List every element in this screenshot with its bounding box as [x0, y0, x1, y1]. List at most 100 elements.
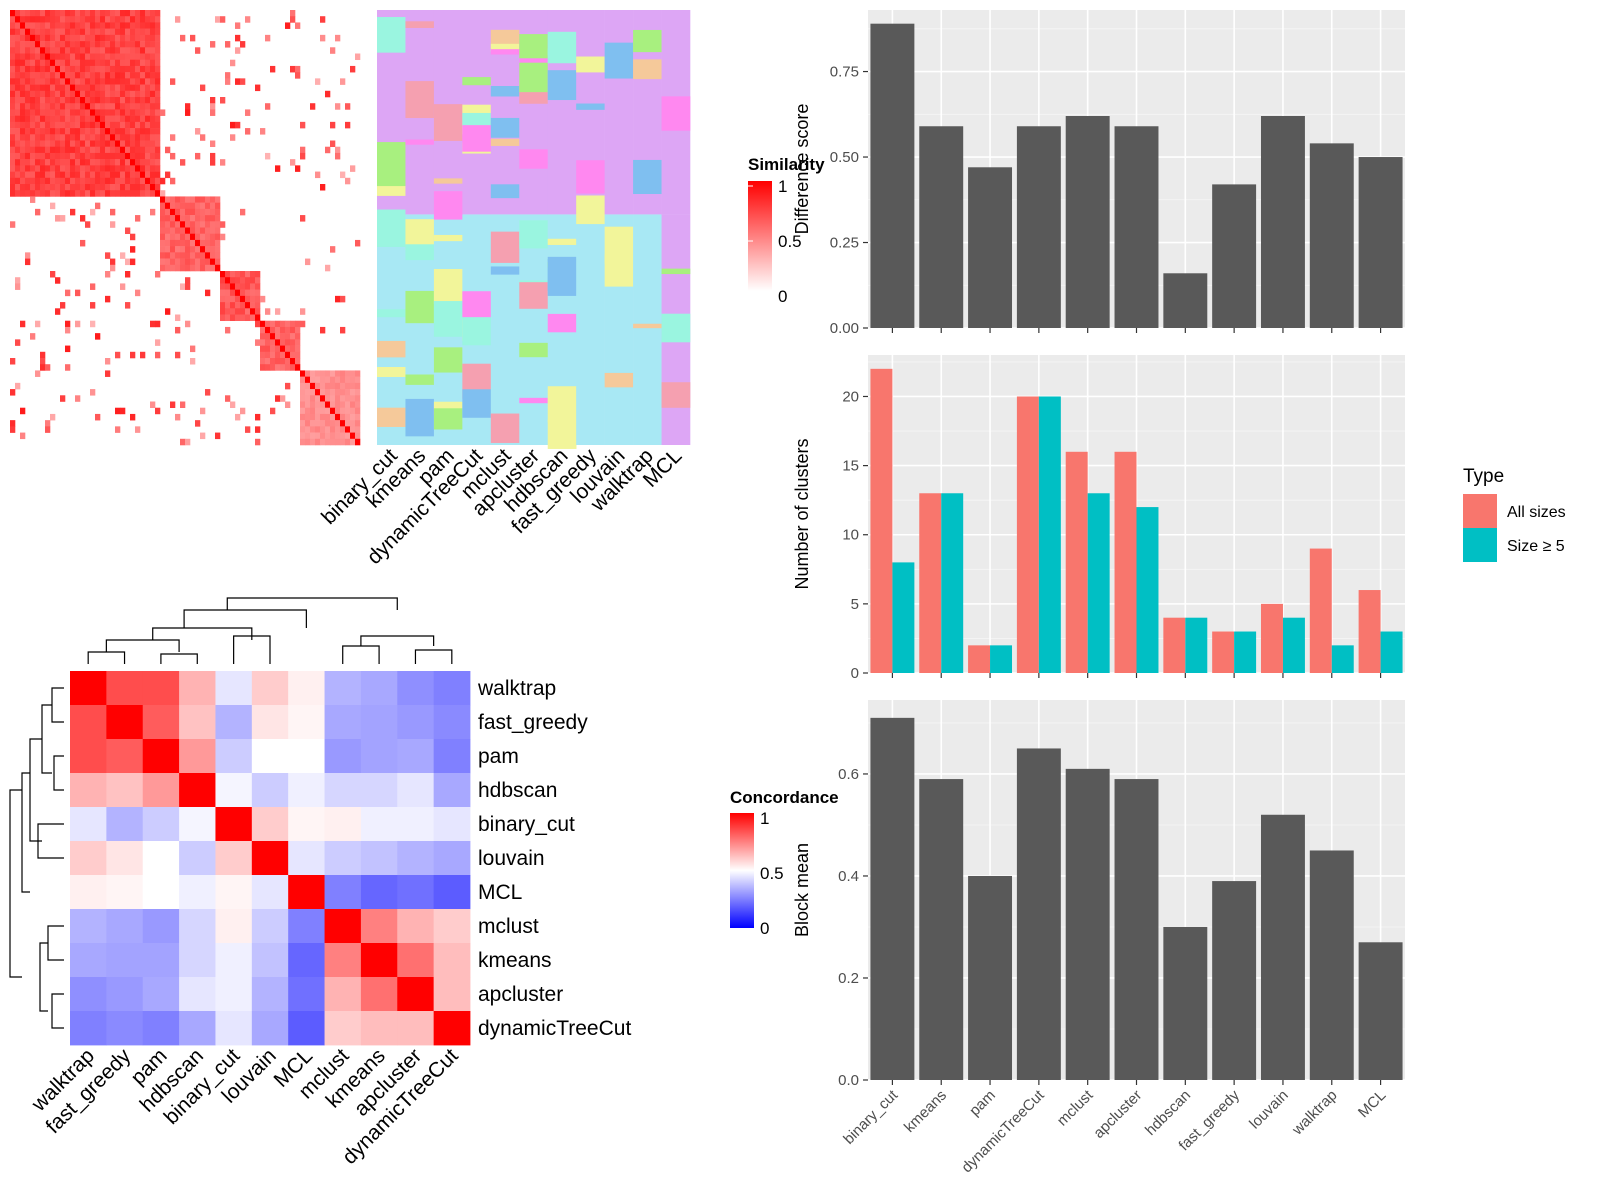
- similarity-cell: [20, 140, 26, 148]
- class-cell: [462, 112, 492, 126]
- similarity-cell: [145, 41, 151, 48]
- similarity-cell: [105, 165, 111, 172]
- similarity-cell: [15, 59, 21, 67]
- similarity-cell: [80, 190, 86, 197]
- similarity-cell: [130, 184, 136, 191]
- similarity-cell: [80, 78, 86, 85]
- similarity-cell: [145, 109, 151, 116]
- similarity-cell: [260, 358, 266, 365]
- similarity-cell: [30, 59, 36, 67]
- similarity-cell: [40, 72, 46, 79]
- similarity-cell: [290, 345, 296, 353]
- similarity-cell: [60, 152, 66, 160]
- y-tick-label: 0.25: [830, 235, 859, 252]
- class-cell: [576, 214, 605, 445]
- similarity-cell: [175, 215, 181, 222]
- similarity-cell: [235, 308, 241, 315]
- similarity-cell: [210, 221, 216, 228]
- similarity-cell: [180, 159, 186, 166]
- similarity-cell: [115, 159, 121, 166]
- similarity-cell: [145, 34, 151, 42]
- similarity-cell: [10, 22, 16, 29]
- similarity-cell: [355, 413, 361, 421]
- similarity-cell: [30, 16, 36, 23]
- similarity-cell: [90, 134, 96, 141]
- similarity-cell: [45, 59, 51, 67]
- concordance-cell: [251, 807, 289, 842]
- similarity-cell: [155, 339, 161, 346]
- concordance-cell: [288, 807, 325, 842]
- similarity-cell: [240, 41, 246, 48]
- similarity-cell: [135, 140, 141, 148]
- similarity-cell: [290, 326, 296, 334]
- similarity-cell: [130, 134, 136, 141]
- similarity-cell: [300, 401, 306, 409]
- similarity-cell: [235, 295, 241, 303]
- similarity-cell: [330, 395, 336, 402]
- similarity-cell: [50, 34, 56, 42]
- class-cell: [661, 313, 691, 343]
- similarity-cell: [70, 152, 76, 160]
- bar: [870, 23, 915, 328]
- similarity-cell: [235, 78, 241, 85]
- similarity-cell: [30, 28, 36, 36]
- similarity-cell: [150, 109, 156, 116]
- similarity-cell: [25, 177, 31, 185]
- similarity-cell: [240, 289, 246, 297]
- class-cell: [519, 62, 549, 93]
- similarity-cell: [55, 22, 61, 29]
- similarity-cell: [335, 34, 341, 42]
- legend-key: [1463, 528, 1497, 562]
- similarity-cell: [150, 34, 156, 42]
- similarity-cell: [75, 22, 81, 29]
- similarity-cell: [80, 97, 86, 104]
- similarity-cell: [335, 438, 341, 446]
- concordance-cell: [251, 773, 289, 808]
- similarity-cell: [50, 47, 56, 54]
- similarity-cell: [110, 53, 116, 61]
- similarity-cell: [190, 221, 196, 228]
- similarity-cell: [150, 59, 156, 67]
- similarity-cell: [95, 134, 101, 141]
- similarity-cell: [30, 78, 36, 85]
- similarity-cell: [80, 239, 86, 247]
- similarity-cell: [105, 65, 111, 73]
- similarity-cell: [255, 295, 261, 303]
- similarity-cell: [40, 140, 46, 148]
- similarity-cell: [255, 314, 261, 322]
- similarity-cell: [95, 47, 101, 54]
- similarity-cell: [25, 65, 31, 73]
- similarity-cell: [275, 351, 281, 359]
- similarity-cell: [10, 47, 16, 54]
- concordance-cell: [215, 977, 253, 1012]
- similarity-cell: [330, 376, 336, 384]
- similarity-cell: [260, 295, 266, 303]
- similarity-cell: [15, 382, 21, 390]
- similarity-cell: [330, 47, 336, 54]
- class-cell: [519, 214, 549, 445]
- concordance-cell: [142, 705, 180, 740]
- similarity-cell: [55, 184, 61, 191]
- similarity-cell: [45, 146, 51, 154]
- concordance-cell: [251, 841, 289, 876]
- similarity-cell: [120, 177, 126, 185]
- similarity-cell: [145, 128, 151, 135]
- similarity-cell: [85, 115, 91, 123]
- similarity-cell: [345, 382, 351, 390]
- similarity-cell: [275, 345, 281, 353]
- similarity-cell: [50, 413, 56, 421]
- similarity-cell: [60, 53, 66, 61]
- bar-all-sizes: [919, 493, 942, 673]
- class-cell: [377, 214, 406, 445]
- similarity-cell: [105, 184, 111, 191]
- similarity-cell: [170, 215, 176, 222]
- class-heatmap: [377, 10, 691, 449]
- dendrogram-branch: [47, 925, 64, 961]
- similarity-cell: [265, 34, 271, 42]
- similarity-cell: [95, 72, 101, 79]
- similarity-cell: [340, 370, 346, 377]
- similarity-cell: [140, 128, 146, 135]
- similarity-cell: [20, 72, 26, 79]
- similarity-cell: [155, 47, 161, 54]
- similarity-cell: [120, 10, 126, 17]
